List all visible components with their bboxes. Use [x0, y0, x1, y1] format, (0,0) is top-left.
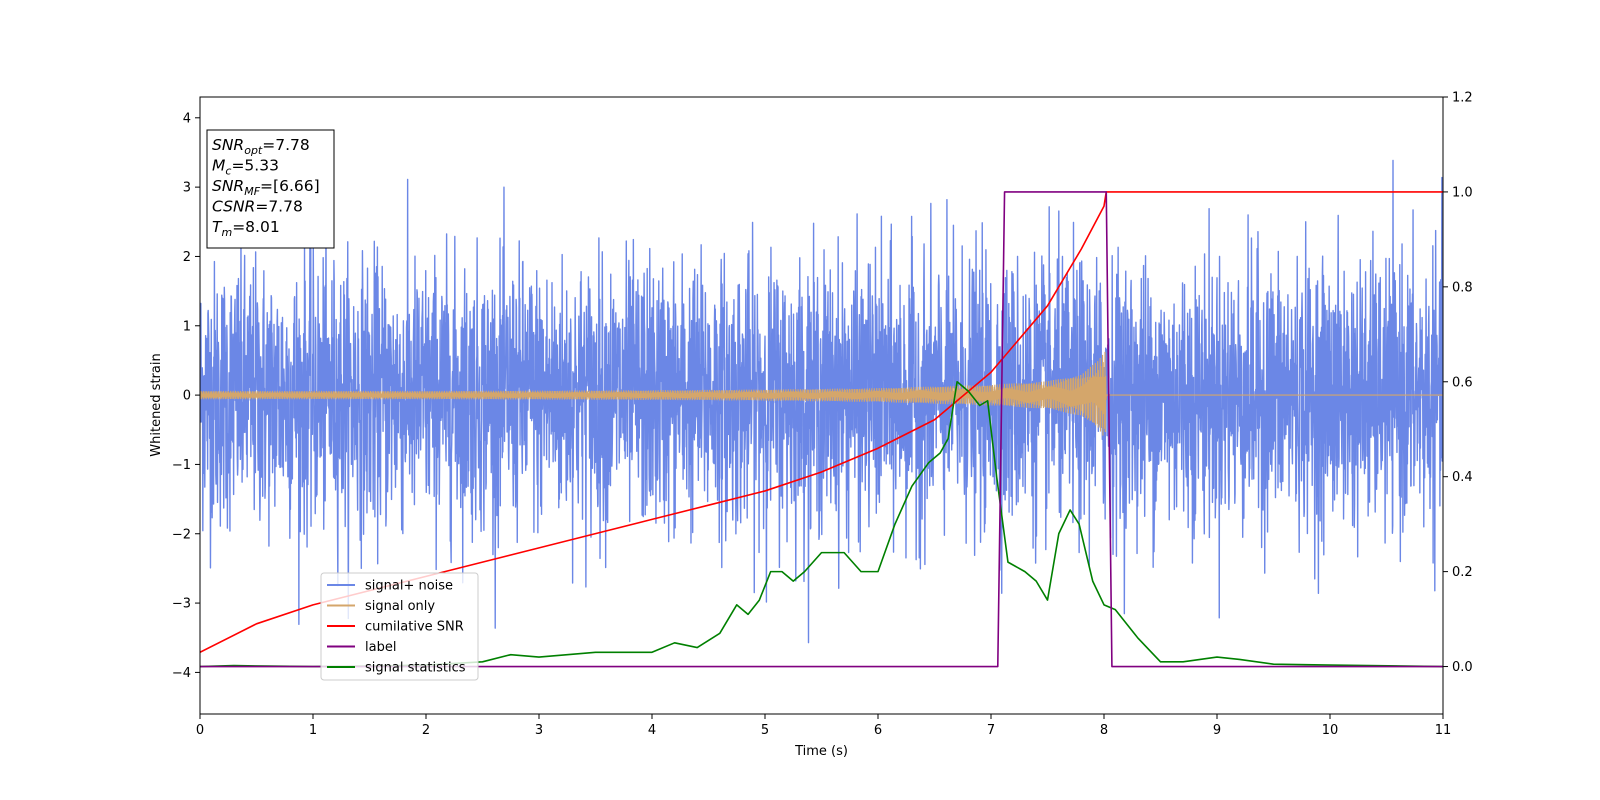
- y-tick-label: 3: [183, 181, 191, 196]
- series-signal-statistics: [200, 380, 1443, 668]
- x-tick-label: 1: [309, 723, 317, 738]
- x-tick-label: 4: [648, 723, 656, 738]
- y-tick-label: −1: [172, 458, 191, 473]
- annotation-line: SNRMF=[6.66]: [212, 177, 320, 198]
- x-tick-label: 2: [422, 723, 430, 738]
- y-tick-label: −4: [172, 666, 191, 681]
- y-tick-label: −3: [172, 597, 191, 612]
- y2-tick-label: 0.6: [1452, 375, 1473, 390]
- legend-label: label: [365, 640, 396, 655]
- y-axis-label: Whitened strain: [149, 353, 164, 456]
- x-tick-label: 7: [987, 723, 995, 738]
- y2-tick-label: 0.4: [1452, 470, 1473, 485]
- annotation-line: SNRopt=7.78: [212, 136, 310, 157]
- y-tick-label: 1: [183, 319, 191, 334]
- y-tick-label: 0: [183, 389, 191, 404]
- x-tick-label: 8: [1100, 723, 1108, 738]
- x-tick-label: 6: [874, 723, 882, 738]
- annotation-line: Mc=5.33: [212, 157, 279, 178]
- plot-frame: [199, 96, 1444, 715]
- y-axis-right: 0.0 0.2 0.4 0.6 0.8 1.0 1.2: [1443, 91, 1473, 675]
- x-axis: 0 1 2 3 4 5 6 7 8 9 10 11: [196, 714, 1451, 738]
- x-tick-label: 3: [535, 723, 543, 738]
- legend-label: signal only: [365, 599, 435, 614]
- legend-label: signal statistics: [365, 661, 466, 676]
- x-tick-label: 9: [1213, 723, 1221, 738]
- y-axis-left: −4 −3 −2 −1 0 1 2 3 4: [172, 111, 200, 681]
- legend: signal+ noise signal only cumilative SNR la…: [320, 572, 479, 681]
- series-signal-only: [200, 351, 1443, 436]
- y2-tick-label: 1.0: [1452, 185, 1473, 200]
- y2-tick-label: 0.8: [1452, 280, 1473, 295]
- legend-label: signal+ noise: [365, 579, 453, 594]
- series-label: [200, 191, 1443, 668]
- x-tick-label: 11: [1435, 723, 1452, 738]
- legend-frame: [320, 572, 479, 681]
- y-tick-label: 2: [183, 250, 191, 265]
- y2-tick-label: 0.0: [1452, 660, 1473, 675]
- annotation-frame: [206, 129, 335, 249]
- y2-tick-label: 1.2: [1452, 91, 1473, 106]
- annotation-line: CSNR=7.78: [212, 198, 303, 216]
- x-tick-label: 5: [761, 723, 769, 738]
- y2-tick-label: 0.2: [1452, 565, 1473, 580]
- legend-label: cumilative SNR: [365, 620, 464, 635]
- y-tick-label: 4: [183, 111, 191, 126]
- x-tick-label: 0: [196, 723, 204, 738]
- x-tick-label: 10: [1322, 723, 1339, 738]
- y-tick-label: −2: [172, 527, 191, 542]
- series-signal-noise: [200, 159, 1443, 644]
- annotation-line: Tm=8.01: [212, 218, 280, 239]
- x-axis-label: Time (s): [794, 744, 848, 759]
